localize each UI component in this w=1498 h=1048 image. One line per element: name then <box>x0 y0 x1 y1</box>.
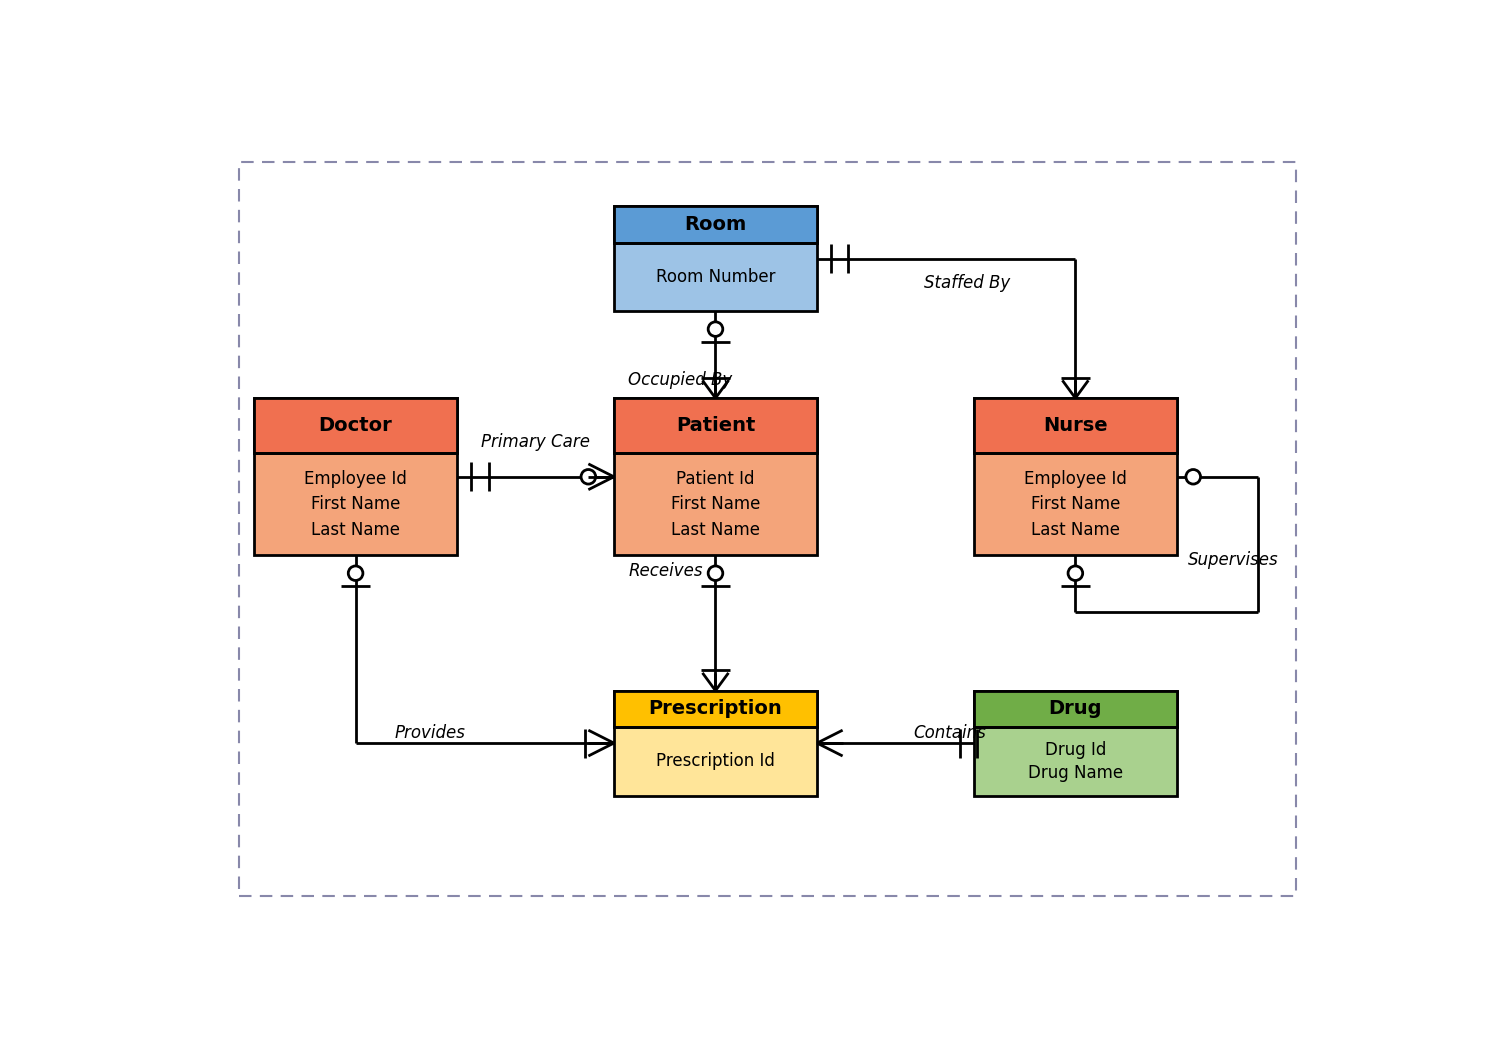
Text: Drug Id: Drug Id <box>1044 741 1106 759</box>
Ellipse shape <box>709 566 724 581</box>
Bar <box>614 691 816 795</box>
Text: First Name: First Name <box>312 496 400 514</box>
Bar <box>974 398 1177 453</box>
Text: Primary Care: Primary Care <box>481 433 590 451</box>
Text: Contains: Contains <box>912 723 986 742</box>
Text: Occupied By: Occupied By <box>629 371 733 389</box>
Ellipse shape <box>1186 470 1200 484</box>
Bar <box>974 691 1177 727</box>
Bar <box>974 398 1177 555</box>
Bar <box>614 398 816 453</box>
Bar <box>255 398 457 453</box>
Ellipse shape <box>581 470 596 484</box>
Text: Last Name: Last Name <box>671 521 759 539</box>
Text: Prescription Id: Prescription Id <box>656 752 774 770</box>
Text: Room: Room <box>685 215 746 235</box>
Text: Last Name: Last Name <box>1031 521 1121 539</box>
Text: First Name: First Name <box>671 496 759 514</box>
Text: Doctor: Doctor <box>319 416 392 435</box>
Text: Employee Id: Employee Id <box>1025 470 1126 487</box>
Bar <box>614 398 816 555</box>
Ellipse shape <box>348 566 363 581</box>
Text: Receives: Receives <box>629 562 703 581</box>
Text: First Name: First Name <box>1031 496 1121 514</box>
Text: Staffed By: Staffed By <box>924 275 1011 292</box>
Text: Prescription: Prescription <box>649 699 782 719</box>
Text: Patient: Patient <box>676 416 755 435</box>
Text: Nurse: Nurse <box>1043 416 1107 435</box>
Text: Drug Name: Drug Name <box>1028 764 1124 782</box>
Text: Room Number: Room Number <box>656 268 776 286</box>
Bar <box>255 398 457 555</box>
Text: Employee Id: Employee Id <box>304 470 407 487</box>
Bar <box>974 691 1177 795</box>
Bar <box>614 691 816 727</box>
Ellipse shape <box>709 322 724 336</box>
Text: Last Name: Last Name <box>312 521 400 539</box>
Bar <box>614 206 816 243</box>
Bar <box>614 206 816 311</box>
Text: Patient Id: Patient Id <box>676 470 755 487</box>
Ellipse shape <box>1068 566 1083 581</box>
Text: Supervises: Supervises <box>1188 551 1279 569</box>
Text: Provides: Provides <box>395 723 466 742</box>
Text: Drug: Drug <box>1049 699 1103 719</box>
